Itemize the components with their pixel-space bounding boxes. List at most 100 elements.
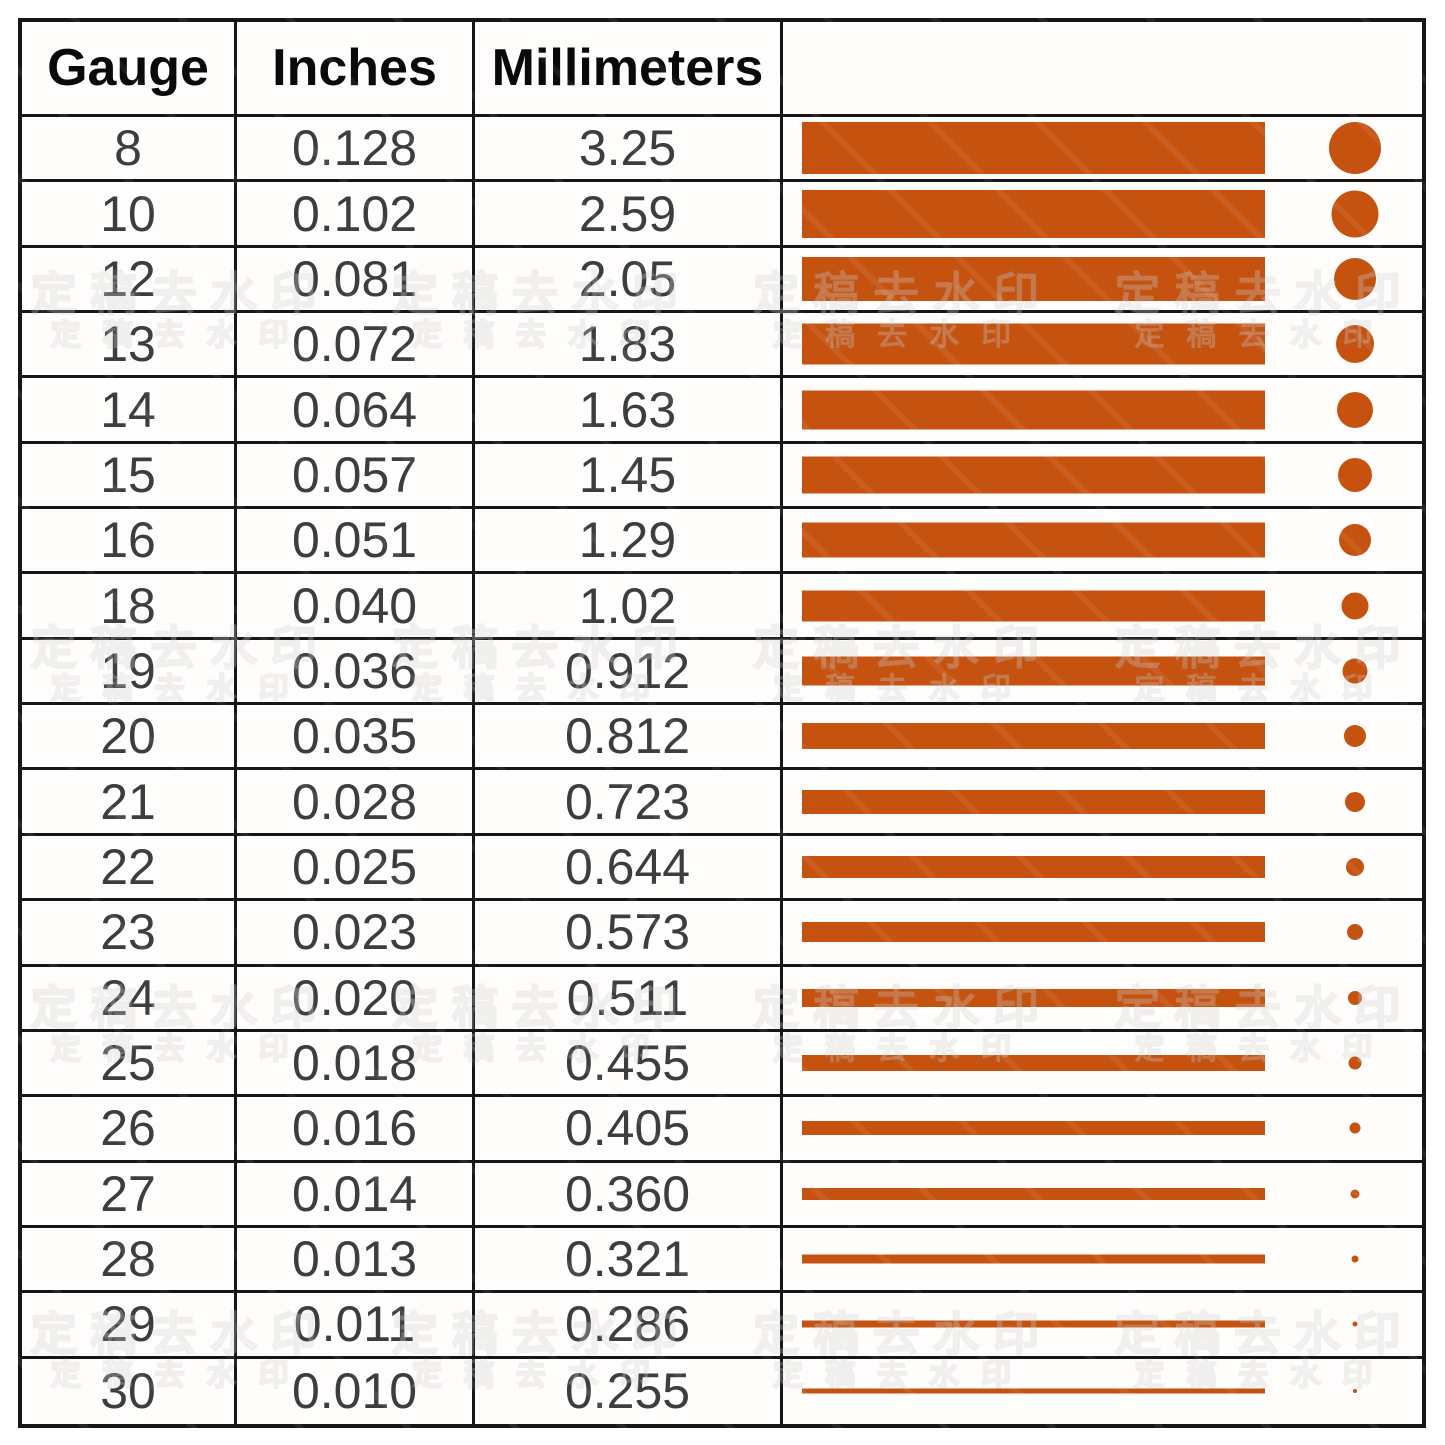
wire-diameter-dot bbox=[1344, 725, 1366, 748]
millimeters-cell: 2.59 bbox=[475, 182, 783, 248]
millimeters-cell: 1.45 bbox=[475, 443, 783, 510]
wire-diameter-dot bbox=[1341, 592, 1369, 620]
size-cell bbox=[783, 705, 1422, 771]
gauge-cell: 18 bbox=[22, 574, 237, 640]
gauge-cell: 20 bbox=[22, 705, 237, 771]
wire-thickness-bar bbox=[802, 1187, 1265, 1200]
millimeters-cell: 0.321 bbox=[475, 1227, 783, 1294]
wire-diameter-dot bbox=[1348, 1056, 1362, 1070]
gauge-cell: 8 bbox=[22, 117, 237, 183]
inches-cell: 0.014 bbox=[237, 1162, 475, 1228]
millimeters-cell: 0.573 bbox=[475, 901, 783, 967]
column-header-gauge: Gauge bbox=[22, 22, 237, 117]
gauge-cell: 26 bbox=[22, 1097, 237, 1163]
size-cell bbox=[783, 117, 1422, 183]
size-cell bbox=[783, 1228, 1422, 1294]
inches-cell: 0.072 bbox=[237, 313, 475, 379]
gauge-cell: 13 bbox=[22, 313, 237, 379]
size-cell bbox=[783, 1163, 1422, 1228]
gauge-cell: 29 bbox=[22, 1293, 237, 1359]
wire-thickness-bar bbox=[802, 789, 1265, 814]
gauge-cell: 22 bbox=[22, 835, 237, 902]
inches-cell: 0.013 bbox=[237, 1227, 475, 1294]
wire-gauge-table: Gauge Inches Millimeters 8 0.128 3.25 10 0.1… bbox=[18, 18, 1426, 1428]
gauge-cell: 23 bbox=[22, 901, 237, 967]
millimeters-cell: 3.25 bbox=[475, 117, 783, 183]
millimeters-cell: 0.455 bbox=[475, 1031, 783, 1098]
millimeters-cell: 0.644 bbox=[475, 835, 783, 902]
millimeters-cell: 1.29 bbox=[475, 509, 783, 575]
inches-cell: 0.011 bbox=[237, 1293, 475, 1359]
size-cell bbox=[783, 901, 1422, 967]
size-cell bbox=[783, 836, 1422, 902]
size-cell bbox=[783, 574, 1422, 640]
millimeters-cell: 0.723 bbox=[475, 770, 783, 836]
inches-cell: 0.018 bbox=[237, 1031, 475, 1098]
wire-thickness-bar bbox=[802, 1254, 1265, 1264]
size-cell bbox=[783, 444, 1422, 510]
wire-thickness-bar bbox=[802, 1388, 1265, 1394]
wire-thickness-bar bbox=[802, 456, 1265, 494]
millimeters-cell: 0.912 bbox=[475, 639, 783, 706]
wire-diameter-dot bbox=[1345, 791, 1365, 812]
inches-cell: 0.025 bbox=[237, 835, 475, 902]
wire-diameter-dot bbox=[1334, 257, 1376, 300]
gauge-cell: 19 bbox=[22, 639, 237, 706]
wire-thickness-bar bbox=[802, 1055, 1265, 1072]
wire-thickness-bar bbox=[802, 1121, 1265, 1136]
wire-diameter-dot bbox=[1337, 391, 1373, 428]
gauge-cell: 28 bbox=[22, 1227, 237, 1294]
size-cell bbox=[783, 378, 1422, 444]
gauge-cell: 10 bbox=[22, 182, 237, 248]
gauge-cell: 16 bbox=[22, 509, 237, 575]
wire-thickness-bar bbox=[802, 1320, 1265, 1328]
size-cell bbox=[783, 182, 1422, 248]
millimeters-cell: 1.02 bbox=[475, 574, 783, 640]
size-cell bbox=[783, 770, 1422, 836]
gauge-cell: 12 bbox=[22, 247, 237, 314]
gauge-cell: 24 bbox=[22, 966, 237, 1032]
inches-cell: 0.028 bbox=[237, 770, 475, 836]
inches-cell: 0.010 bbox=[237, 1358, 475, 1424]
millimeters-cell: 0.405 bbox=[475, 1097, 783, 1163]
wire-diameter-dot bbox=[1350, 1189, 1360, 1199]
gauge-cell: 15 bbox=[22, 443, 237, 510]
wire-diameter-dot bbox=[1352, 1321, 1358, 1327]
column-header-size bbox=[783, 22, 1422, 117]
wire-diameter-dot bbox=[1336, 325, 1374, 364]
column-header-millimeters: Millimeters bbox=[475, 22, 783, 117]
millimeters-cell: 0.360 bbox=[475, 1162, 783, 1228]
wire-diameter-dot bbox=[1348, 990, 1362, 1005]
inches-cell: 0.051 bbox=[237, 509, 475, 575]
size-cell bbox=[783, 248, 1422, 314]
wire-diameter-dot bbox=[1342, 658, 1368, 684]
wire-thickness-bar bbox=[802, 522, 1265, 558]
wire-thickness-bar bbox=[802, 122, 1265, 175]
wire-diameter-dot bbox=[1351, 1255, 1359, 1263]
gauge-cell: 14 bbox=[22, 378, 237, 444]
wire-thickness-bar bbox=[802, 656, 1265, 686]
inches-cell: 0.016 bbox=[237, 1097, 475, 1163]
wire-diameter-dot bbox=[1346, 858, 1364, 877]
millimeters-cell: 1.63 bbox=[475, 378, 783, 444]
millimeters-cell: 2.05 bbox=[475, 247, 783, 314]
wire-thickness-bar bbox=[802, 189, 1265, 238]
wire-diameter-dot bbox=[1347, 924, 1363, 941]
wire-thickness-bar bbox=[802, 323, 1265, 365]
wire-thickness-bar bbox=[802, 390, 1265, 430]
inches-cell: 0.040 bbox=[237, 574, 475, 640]
wire-diameter-dot bbox=[1329, 122, 1381, 175]
inches-cell: 0.057 bbox=[237, 443, 475, 510]
inches-cell: 0.023 bbox=[237, 901, 475, 967]
inches-cell: 0.035 bbox=[237, 705, 475, 771]
inches-cell: 0.102 bbox=[237, 182, 475, 248]
wire-diameter-dot bbox=[1339, 524, 1371, 557]
wire-diameter-dot bbox=[1338, 457, 1372, 492]
wire-thickness-bar bbox=[802, 922, 1265, 943]
wire-thickness-bar bbox=[802, 723, 1265, 750]
size-cell bbox=[783, 313, 1422, 379]
inches-cell: 0.020 bbox=[237, 966, 475, 1032]
gauge-cell: 25 bbox=[22, 1031, 237, 1098]
wire-thickness-bar bbox=[802, 590, 1265, 622]
